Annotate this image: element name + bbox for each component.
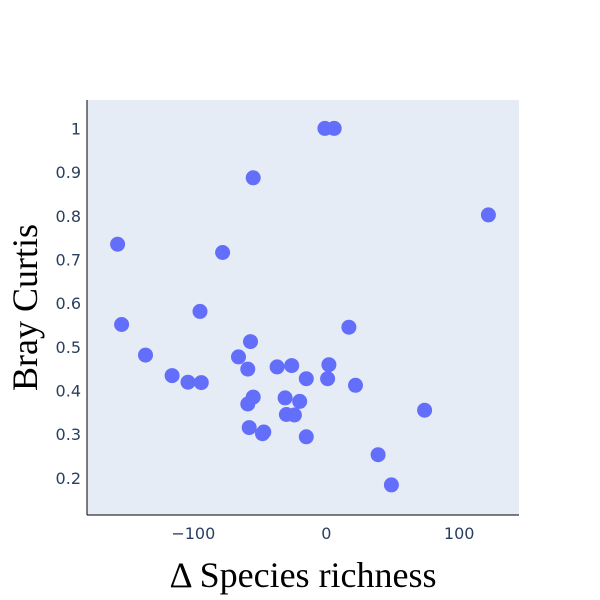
- data-point-13[interactable]: [321, 357, 337, 373]
- y-tick-label: 0.2: [56, 469, 81, 488]
- data-point-8[interactable]: [114, 317, 130, 332]
- data-point-12[interactable]: [231, 349, 246, 365]
- data-point-5[interactable]: [110, 236, 126, 252]
- data-point-35[interactable]: [383, 477, 399, 493]
- data-point-4[interactable]: [480, 207, 496, 223]
- y-tick-label: 0.9: [56, 163, 81, 182]
- data-point-34[interactable]: [370, 447, 386, 463]
- data-point-21[interactable]: [320, 371, 336, 387]
- data-point-9[interactable]: [341, 319, 357, 335]
- points-layer: [110, 120, 496, 493]
- data-point-30[interactable]: [241, 420, 257, 436]
- data-point-3[interactable]: [245, 170, 261, 186]
- data-point-25[interactable]: [292, 393, 308, 409]
- x-axis-ticks: −100 0 100: [171, 524, 474, 543]
- x-tick-label: 100: [444, 524, 475, 543]
- x-axis-title: Δ Species richness: [169, 555, 436, 595]
- data-point-2[interactable]: [326, 120, 342, 136]
- data-point-11[interactable]: [138, 347, 153, 363]
- data-point-33[interactable]: [298, 429, 314, 445]
- data-point-29[interactable]: [286, 407, 302, 423]
- y-tick-label: 0.4: [56, 382, 81, 401]
- y-tick-label: 0.5: [56, 338, 81, 357]
- data-point-27[interactable]: [417, 402, 433, 418]
- y-tick-label: 0.8: [56, 207, 81, 226]
- data-point-17[interactable]: [164, 368, 180, 384]
- plot-area: [87, 100, 519, 515]
- data-point-10[interactable]: [243, 334, 258, 350]
- data-point-32[interactable]: [255, 426, 270, 442]
- data-point-16[interactable]: [240, 361, 256, 377]
- data-point-18[interactable]: [180, 374, 196, 390]
- data-point-26[interactable]: [240, 396, 256, 412]
- data-point-20[interactable]: [298, 371, 314, 387]
- x-tick-label: 0: [321, 524, 331, 543]
- y-tick-label: 1: [71, 119, 81, 138]
- y-tick-label: 0.3: [56, 425, 81, 444]
- data-point-6[interactable]: [215, 245, 231, 260]
- data-point-19[interactable]: [193, 375, 209, 391]
- x-tick-label: −100: [171, 524, 215, 543]
- y-tick-label: 0.7: [56, 250, 81, 269]
- y-tick-label: 0.6: [56, 294, 81, 313]
- data-point-22[interactable]: [348, 377, 363, 393]
- data-point-14[interactable]: [284, 358, 300, 374]
- data-point-15[interactable]: [269, 359, 285, 375]
- data-point-7[interactable]: [192, 303, 208, 319]
- y-axis-ticks: 0.2 0.3 0.4 0.5 0.6 0.7 0.8 0.9 1: [56, 119, 81, 488]
- y-axis-title: Bray Curtis: [5, 224, 45, 391]
- data-point-24[interactable]: [277, 390, 293, 406]
